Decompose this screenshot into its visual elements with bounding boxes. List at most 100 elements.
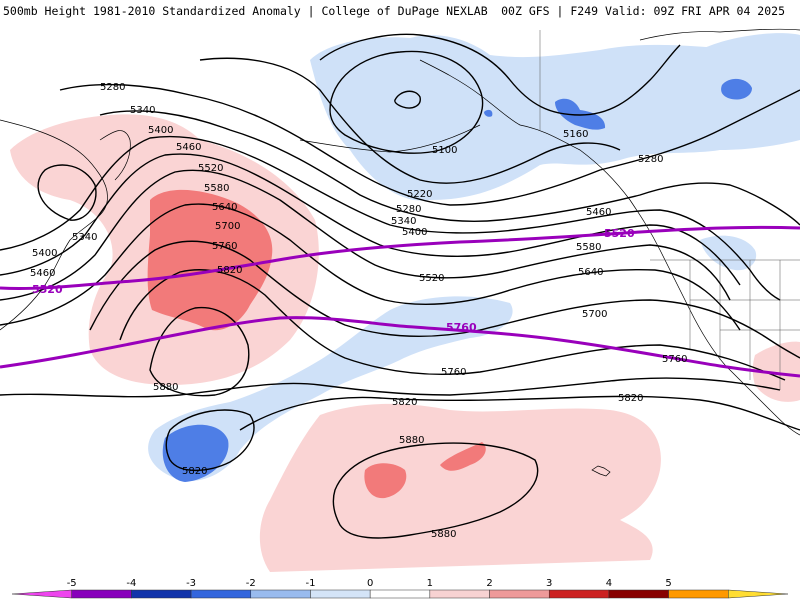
neg-anomaly-canada-east xyxy=(700,33,800,130)
coast-kamchatka xyxy=(99,130,131,181)
colorbar-tick-label: 4 xyxy=(606,578,612,589)
contour-label-5340-mid: 5340 xyxy=(391,216,416,227)
colorbar-tick-label: -3 xyxy=(186,578,196,589)
contour-label-5280-nw: 5280 xyxy=(100,82,125,93)
contour-5100 xyxy=(329,50,484,154)
colorbar-segment xyxy=(728,589,789,599)
pos-anomaly-hawaii-strong-1 xyxy=(364,463,407,499)
contour-label-5880-hi: 5880 xyxy=(399,435,424,446)
colorbar-tick-label: -1 xyxy=(305,578,315,589)
neg-anomaly-canada-strong xyxy=(721,78,752,100)
colorbar-segment xyxy=(429,589,490,599)
contour-5760 xyxy=(149,306,250,397)
climatology-label-5520-west: 5520 xyxy=(32,283,63,296)
contour-label-5880-pac: 5880 xyxy=(153,382,178,393)
colorbar-tick-label: -4 xyxy=(126,578,136,589)
contour-label-5280-east: 5280 xyxy=(638,154,663,165)
climatology-label-5760-mid: 5760 xyxy=(446,321,477,334)
anomaly-map: 5280 5340 5400 5460 5520 5580 5640 5700 … xyxy=(0,20,800,572)
climatology-labels: 5520 5520 5760 xyxy=(32,227,635,334)
colorbar-tick-label: 3 xyxy=(546,578,552,589)
contour-label-5400-nw: 5400 xyxy=(148,125,173,136)
contour-label-5220-mid: 5220 xyxy=(407,189,432,200)
model-run-info: 00Z GFS | F249 Valid: 09Z FRI APR 04 202… xyxy=(501,4,785,18)
contour-label-5640-east: 5640 xyxy=(578,267,603,278)
colorbar-segment xyxy=(310,589,371,599)
contour-5220 xyxy=(199,57,621,184)
contour-label-5760-nw: 5760 xyxy=(212,241,237,252)
neg-anomaly-alaska xyxy=(310,35,800,201)
contour-5700 xyxy=(119,269,786,381)
neg-anomaly-pacific-band xyxy=(148,296,513,481)
colorbar-segment xyxy=(369,589,431,599)
colorbar-tick-label: -5 xyxy=(67,578,77,589)
contour-label-5820-pac: 5820 xyxy=(182,466,207,477)
colorbar-tick-label: 5 xyxy=(665,578,671,589)
neg-anomaly-alaska-strong-2 xyxy=(484,109,493,117)
contour-5280 xyxy=(59,83,800,206)
contour-label-5700-east: 5700 xyxy=(582,309,607,320)
coast-canada-north xyxy=(639,28,800,41)
contour-label-5460-east: 5460 xyxy=(586,207,611,218)
colorbar-ticks: -5 -4 -3 -2 -1 0 1 2 3 4 5 xyxy=(67,578,672,589)
contour-label-5700-nw: 5700 xyxy=(215,221,240,232)
contour-5460 xyxy=(0,153,741,286)
contour-label-5580-nw: 5580 xyxy=(204,183,229,194)
contour-5520 xyxy=(0,169,731,301)
colorbar-segment xyxy=(190,589,252,599)
colorbar-segment xyxy=(11,589,72,599)
colorbar-segment xyxy=(668,589,729,599)
climatology-5520-line xyxy=(0,225,800,290)
contour-5820-main xyxy=(239,395,800,431)
coast-alaska xyxy=(419,59,631,201)
contour-label-5340-nw: 5340 xyxy=(130,105,155,116)
contour-5880 xyxy=(332,442,539,539)
contour-label-5820-nw: 5820 xyxy=(217,265,242,276)
colorbar-segment xyxy=(131,589,192,599)
colorbar-segment xyxy=(608,589,669,599)
anomaly-colorbar: -5 -4 -3 -2 -1 0 1 2 3 4 5 xyxy=(11,578,789,599)
climatology-5760-line xyxy=(0,316,800,378)
contour-5160 xyxy=(319,33,681,116)
contour-label-5100-ak: 5100 xyxy=(432,145,457,156)
contour-label-5340-asia: 5340 xyxy=(72,232,97,243)
pos-anomaly-west-pacific-strong xyxy=(147,189,273,331)
neg-anomaly-alaska-strong-1 xyxy=(555,98,606,130)
climatology-contours xyxy=(0,225,800,378)
contour-label-5880-hi-south: 5880 xyxy=(431,529,456,540)
coast-asia xyxy=(0,119,108,331)
contour-5760-main xyxy=(0,377,781,398)
coast-na-west xyxy=(629,199,800,436)
colorbar-segment xyxy=(548,589,610,599)
contour-labels: 5280 5340 5400 5460 5520 5580 5640 5700 … xyxy=(30,82,687,540)
contour-label-5820-east: 5820 xyxy=(618,393,643,404)
colorbar-tick-label: 1 xyxy=(427,578,433,589)
colorbar-segment xyxy=(71,589,132,599)
contour-label-5580-east: 5580 xyxy=(576,242,601,253)
colorbar-tick-label: -2 xyxy=(246,578,256,589)
contour-5340-main xyxy=(99,110,800,226)
contour-label-5160-ak: 5160 xyxy=(563,129,588,140)
contour-label-5400-mid: 5400 xyxy=(402,227,427,238)
contour-label-5820-mid: 5820 xyxy=(392,397,417,408)
contour-5340 xyxy=(37,164,97,221)
negative-anomaly-shading xyxy=(148,33,800,482)
positive-anomaly-shading xyxy=(10,114,800,572)
climatology-label-5520-east: 5520 xyxy=(604,227,635,240)
contour-label-5760-mid: 5760 xyxy=(441,367,466,378)
colorbar-segment xyxy=(250,589,311,599)
coast-hawaii xyxy=(591,465,611,477)
coast-aleutians xyxy=(299,124,481,153)
contour-5580 xyxy=(0,203,741,331)
coastlines xyxy=(0,28,800,477)
contour-label-5460-asia: 5460 xyxy=(30,268,55,279)
colorbar-segments xyxy=(11,589,789,599)
pos-anomaly-hawaii-strong-2 xyxy=(440,442,486,471)
contour-label-5640-nw: 5640 xyxy=(212,202,237,213)
contour-5820 xyxy=(165,409,255,471)
colorbar-tick-label: 2 xyxy=(486,578,492,589)
contour-label-5460-nw: 5460 xyxy=(176,142,201,153)
contour-label-5520-mid: 5520 xyxy=(419,273,444,284)
contour-label-5520-nw: 5520 xyxy=(198,163,223,174)
contour-5160-alaska-loop xyxy=(394,90,421,109)
